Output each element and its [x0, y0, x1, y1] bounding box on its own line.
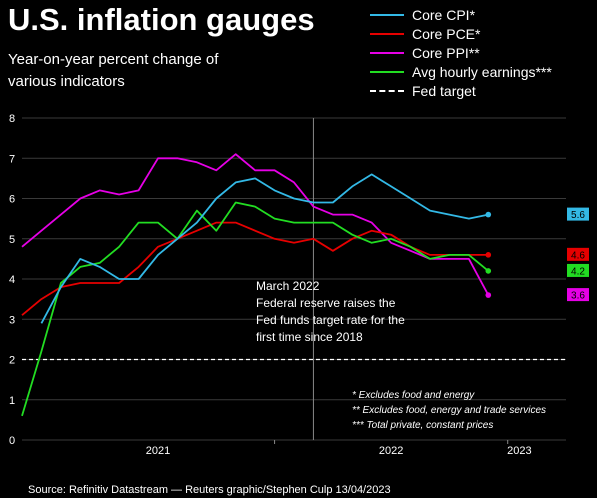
y-tick-label: 7: [9, 153, 15, 165]
legend-item-fed-target: Fed target: [370, 81, 552, 100]
chart-title: U.S. inflation gauges: [8, 2, 315, 37]
legend-swatch-fed-target: [370, 89, 404, 92]
event-annotation-line: March 2022: [256, 279, 320, 293]
footnote-line: ** Excludes food, energy and trade servi…: [352, 405, 546, 416]
series-line-avg-hourly-earnings: [21, 201, 489, 417]
y-tick-label: 3: [9, 314, 15, 326]
legend-item-core-cpi: Core CPI*: [370, 5, 552, 24]
end-label-avg-hourly-earnings: 4.2: [571, 266, 585, 277]
series-end-point-core-pce: [485, 252, 492, 258]
end-label-box-avg-hourly-earnings: [567, 263, 589, 277]
legend-label-fed-target: Fed target: [412, 82, 476, 99]
legend-item-core-ppi: Core PPI**: [370, 43, 552, 62]
source-note: Source: Refinitiv Datastream — Reuters g…: [28, 484, 391, 496]
legend-swatch-core-cpi: [370, 13, 404, 16]
legend-item-core-pce: Core PCE*: [370, 24, 552, 43]
legend-label-core-pce: Core PCE*: [412, 25, 481, 42]
y-tick-label: 1: [9, 395, 15, 407]
footnote-line: *** Total private, constant prices: [352, 420, 493, 431]
end-label-box-core-pce: [567, 247, 589, 261]
x-tick-label: 2022: [379, 445, 403, 457]
end-label-core-ppi: 3.6: [571, 291, 585, 302]
series-line-core-ppi: [21, 153, 490, 296]
end-label-box-core-ppi: [567, 288, 589, 302]
event-annotation-line: first time since 2018: [256, 330, 363, 344]
y-tick-label: 2: [9, 355, 15, 367]
x-tick-label: 2021: [146, 445, 170, 457]
series-end-point-avg-hourly-earnings: [485, 268, 492, 274]
legend-label-core-cpi: Core CPI*: [412, 6, 476, 23]
y-tick-label: 8: [9, 113, 15, 125]
legend-swatch-avg-hourly-earnings: [370, 70, 404, 73]
legend: Core CPI* Core PCE* Core PPI** Avg hourl…: [370, 5, 552, 100]
y-tick-label: 4: [9, 274, 15, 286]
series-end-point-core-cpi: [485, 211, 492, 218]
y-tick-label: 5: [9, 234, 15, 246]
chart-subtitle: Year-on-year percent change of various i…: [8, 51, 219, 90]
y-tick-label: 6: [9, 194, 15, 206]
x-tick-label: 2023: [507, 445, 531, 457]
end-label-core-cpi: 5.6: [571, 210, 585, 221]
legend-label-core-ppi: Core PPI**: [412, 44, 480, 61]
end-label-box-core-cpi: [567, 207, 589, 221]
event-annotation-line: Fed funds target rate for the: [256, 313, 405, 327]
legend-label-avg-hourly-earnings: Avg hourly earnings***: [412, 63, 552, 80]
series-end-point-core-ppi: [485, 292, 492, 298]
event-annotation-line: Federal reserve raises the: [256, 296, 396, 310]
legend-item-avg-hourly-earnings: Avg hourly earnings***: [370, 62, 552, 81]
series-line-core-cpi: [40, 173, 489, 324]
legend-swatch-core-pce: [370, 32, 404, 35]
end-label-core-pce: 4.6: [571, 250, 585, 261]
legend-swatch-core-ppi: [370, 51, 404, 54]
footnote-line: * Excludes food and energy: [352, 390, 475, 401]
y-tick-label: 0: [9, 435, 15, 447]
